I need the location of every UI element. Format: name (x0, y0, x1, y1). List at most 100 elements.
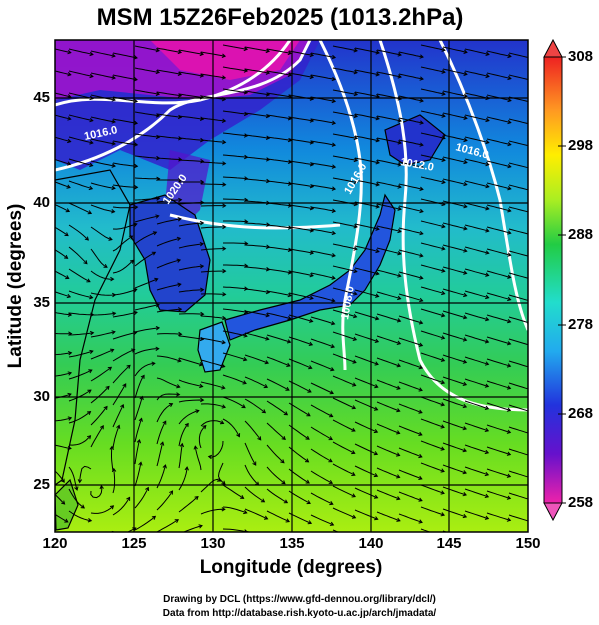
streamline-arrowhead (307, 520, 313, 525)
streamline-arrowhead (441, 91, 446, 96)
streamline (486, 468, 511, 478)
streamline (376, 49, 402, 56)
streamline (112, 52, 138, 59)
streamline (310, 272, 336, 279)
streamline-arrowhead (530, 78, 533, 82)
streamline (442, 222, 467, 230)
streamline (90, 160, 116, 167)
streamline (134, 45, 160, 52)
streamline (310, 426, 333, 440)
streamline-arrowhead (133, 98, 139, 104)
streamline (55, 332, 72, 335)
streamline-arrowhead (529, 321, 532, 325)
streamline (55, 203, 70, 212)
streamline (178, 423, 189, 447)
streamline-arrowhead (463, 270, 468, 275)
streamline (134, 89, 160, 95)
streamline-arrowhead (484, 493, 490, 498)
streamline (486, 336, 511, 345)
streamline-arrowhead (418, 320, 424, 325)
streamline-arrowhead (221, 340, 226, 345)
streamline (223, 220, 248, 223)
streamline-arrowhead (67, 350, 73, 356)
streamline-arrowhead (529, 476, 532, 479)
streamline (464, 224, 489, 232)
streamline (464, 114, 490, 122)
streamline-arrowhead (207, 454, 213, 460)
streamline (354, 509, 378, 520)
streamline-arrowhead (330, 367, 335, 372)
streamline (90, 366, 112, 382)
streamline-arrowhead (529, 454, 532, 457)
streamline-arrowhead (419, 54, 424, 59)
streamline-arrowhead (351, 427, 356, 432)
streamline-arrowhead (375, 72, 380, 77)
streamline (223, 264, 248, 267)
streamline-arrowhead (287, 225, 293, 230)
streamline-arrowhead (463, 248, 468, 253)
streamline (332, 199, 358, 206)
streamline (354, 487, 378, 499)
streamline-arrowhead (134, 205, 139, 210)
streamline-arrowhead (397, 162, 402, 167)
streamline (398, 139, 424, 146)
streamline-arrowhead (463, 181, 468, 187)
streamline (266, 70, 292, 76)
streamline (398, 117, 424, 124)
streamline (222, 88, 248, 94)
streamline (178, 49, 204, 55)
streamline (420, 506, 445, 516)
streamline-arrowhead (440, 402, 446, 407)
streamline (464, 334, 489, 343)
streamline (508, 316, 528, 323)
streamline (90, 72, 116, 79)
streamline-arrowhead (419, 230, 424, 236)
streamline-arrowhead (236, 433, 241, 438)
streamline (332, 353, 357, 364)
streamline-arrowhead (375, 116, 380, 121)
streamline-arrowhead (309, 318, 314, 323)
streamline (354, 91, 380, 98)
streamline (376, 379, 401, 390)
streamline-arrowhead (351, 471, 356, 476)
streamline-arrowhead (397, 540, 400, 543)
streamline-arrowhead (221, 507, 226, 512)
streamline-arrowhead (155, 325, 161, 331)
streamline-arrowhead (463, 204, 468, 209)
streamline (178, 115, 204, 120)
streamline (420, 176, 446, 183)
streamline (244, 288, 270, 293)
streamline (354, 69, 380, 76)
streamline (244, 178, 270, 182)
streamline (420, 484, 445, 494)
streamline (112, 288, 137, 296)
streamline-arrowhead (77, 479, 83, 484)
streamline-arrowhead (507, 230, 512, 235)
streamline-arrowhead (353, 179, 359, 185)
streamline-arrowhead (373, 451, 379, 456)
streamline-arrowhead (156, 196, 161, 201)
streamline-arrowhead (200, 397, 205, 403)
streamline-arrowhead (463, 115, 468, 120)
streamline (156, 490, 173, 511)
streamline-arrowhead (107, 366, 113, 371)
streamline (354, 267, 379, 275)
streamline-arrowhead (177, 49, 183, 55)
streamline-arrowhead (331, 76, 337, 82)
streamline (310, 228, 336, 234)
streamline-arrowhead (221, 480, 226, 485)
streamline-arrowhead (242, 356, 248, 362)
streamline (398, 73, 424, 80)
streamline-arrowhead (462, 337, 468, 342)
streamline-arrowhead (331, 543, 334, 546)
streamline-arrowhead (154, 277, 159, 282)
streamline (310, 360, 334, 371)
streamline-arrowhead (109, 445, 114, 451)
streamline-arrowhead (111, 467, 117, 473)
y-tick-label: 25 (33, 476, 50, 493)
streamline (55, 226, 69, 237)
streamline (244, 112, 270, 117)
streamline (244, 244, 270, 248)
streamline (68, 70, 94, 77)
streamline (90, 406, 108, 426)
